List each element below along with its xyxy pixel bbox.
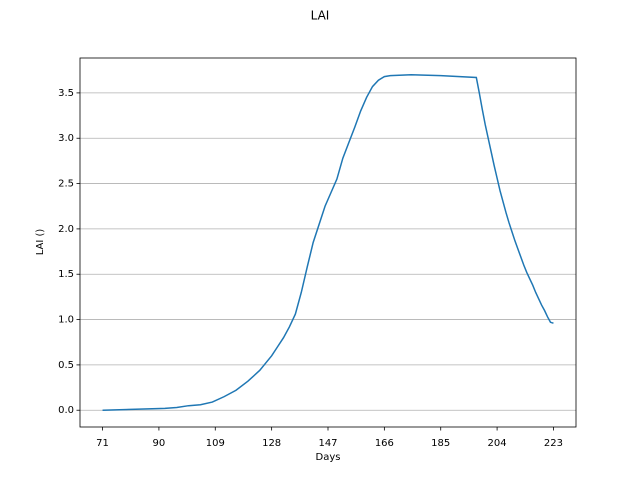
plot-area: 0.0 0.5 1.0 1.5 2.0 2.5 3.0 3.5 71 90 109 128 147 166… bbox=[58, 74, 576, 449]
y-tick-label: 3.5 bbox=[58, 88, 74, 99]
chart-title: LAI bbox=[311, 9, 330, 23]
y-tick-label: 1.5 bbox=[58, 269, 74, 280]
x-tick-label: 147 bbox=[318, 438, 337, 449]
y-tick-label: 2.0 bbox=[58, 224, 74, 235]
x-tick-label: 223 bbox=[544, 438, 563, 449]
y-tick-label: 1.0 bbox=[58, 315, 74, 326]
x-tick-label: 71 bbox=[96, 438, 109, 449]
x-tick-label: 90 bbox=[153, 438, 166, 449]
x-axis-label: Days bbox=[316, 452, 341, 463]
y-tick-label: 0.0 bbox=[58, 405, 74, 416]
x-tick-label: 166 bbox=[375, 438, 394, 449]
x-tick-label: 204 bbox=[488, 438, 507, 449]
y-tick-label: 2.5 bbox=[58, 179, 74, 190]
y-tick-label: 0.5 bbox=[58, 360, 74, 371]
x-tick-label: 109 bbox=[206, 438, 225, 449]
y-tick-label: 3.0 bbox=[58, 133, 74, 144]
y-axis-label: LAI () bbox=[35, 229, 46, 256]
x-tick-label: 185 bbox=[431, 438, 450, 449]
x-tick-label: 128 bbox=[262, 438, 281, 449]
data-line bbox=[102, 74, 554, 411]
axes-frame bbox=[79, 57, 577, 428]
